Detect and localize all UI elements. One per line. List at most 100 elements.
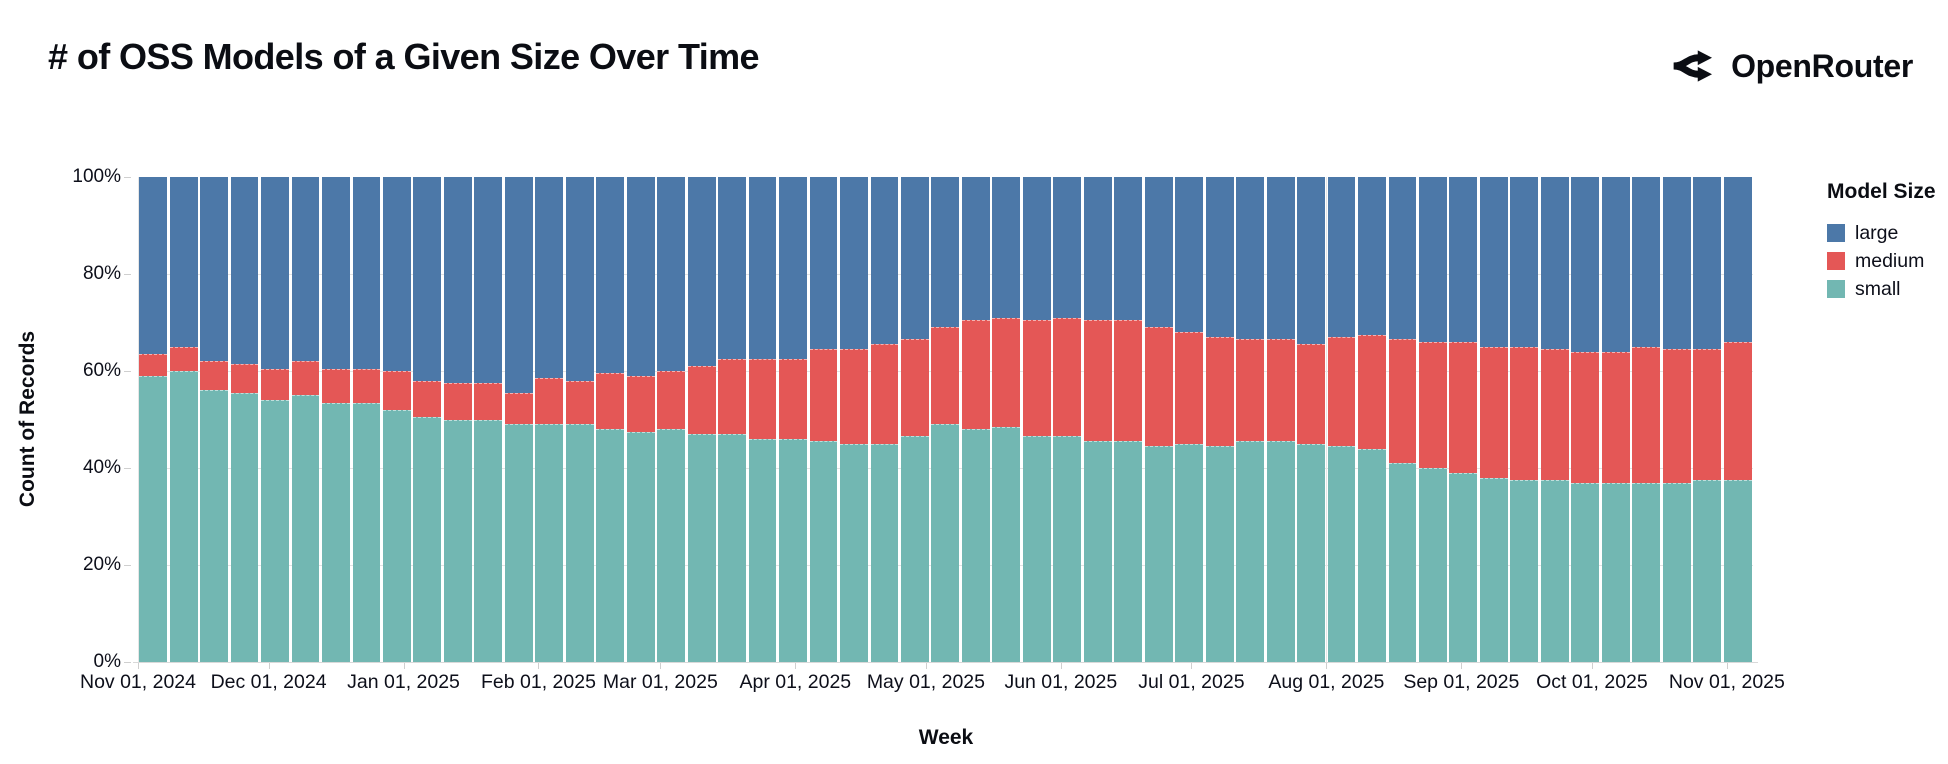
stacked-bar: [992, 177, 1021, 662]
bar-segment-medium: [840, 349, 868, 444]
bar-segment-large: [535, 177, 564, 379]
bar-segment-small: [961, 429, 990, 662]
bar-segment-small: [1723, 480, 1752, 662]
y-tick-label: 60%: [82, 360, 121, 381]
bar-segment-large: [931, 177, 960, 328]
bar-segment-small: [1540, 480, 1569, 662]
bar-segment-medium: [1449, 341, 1478, 473]
bar-segment-large: [291, 177, 320, 362]
x-axis-tick: [268, 663, 270, 669]
stacked-bar: [900, 177, 929, 662]
x-tick-label: Apr 01, 2025: [739, 671, 852, 693]
stacked-bar: [687, 177, 716, 662]
bar-segment-medium: [565, 380, 594, 425]
bar-segment-small: [443, 419, 472, 662]
x-axis-tick: [660, 663, 662, 669]
stacked-bar: [931, 177, 960, 662]
bar-segment-medium: [261, 368, 289, 401]
bar-segment-small: [535, 424, 564, 662]
bar-segment-small: [870, 443, 899, 662]
bar-segment-medium: [1479, 346, 1508, 478]
bar-segment-large: [200, 177, 228, 362]
bar-segment-large: [1388, 177, 1417, 340]
bar-segment-small: [1297, 443, 1325, 662]
stacked-bar: [748, 177, 777, 662]
x-axis-tick: [538, 663, 540, 669]
bar-segment-medium: [1419, 341, 1447, 468]
x-tick-label: Oct 01, 2025: [1536, 671, 1648, 693]
bar-segment-large: [1358, 177, 1386, 335]
bar-segment-small: [1266, 441, 1295, 662]
bar-segment-small: [657, 429, 686, 662]
bar-segment-medium: [1053, 317, 1082, 437]
bar-segment-small: [291, 395, 320, 662]
y-tick-label: 20%: [82, 554, 121, 575]
stacked-bar: [169, 177, 198, 662]
x-axis-tick: [1461, 663, 1463, 669]
bar-segment-large: [626, 177, 655, 376]
x-tick-label: Nov 01, 2025: [1668, 671, 1785, 693]
bar-segment-medium: [1175, 332, 1204, 444]
bar-segment-medium: [352, 368, 381, 403]
stacked-bar: [1266, 177, 1295, 662]
stacked-bar: [809, 177, 838, 662]
bar-segment-large: [1083, 177, 1112, 321]
bar-segment-small: [1175, 443, 1204, 662]
bar-segment-medium: [504, 392, 533, 425]
legend-item-small: small: [1827, 275, 1936, 303]
bar-segment-small: [1510, 480, 1539, 662]
bar-segment-large: [1571, 177, 1600, 352]
bar-segment-medium: [1571, 351, 1600, 483]
legend-item-medium: medium: [1827, 247, 1936, 275]
stacked-bar: [779, 177, 807, 662]
bar-segment-large: [992, 177, 1021, 318]
bar-segment-medium: [992, 317, 1021, 427]
bar-segment-small: [322, 402, 350, 662]
legend-label: medium: [1855, 249, 1925, 272]
stacked-bar: [1632, 177, 1661, 662]
bar-segment-medium: [779, 358, 807, 439]
stacked-bar: [443, 177, 472, 662]
x-axis-tick: [1326, 663, 1328, 669]
bar-segment-large: [657, 177, 686, 371]
x-tick-label: Jul 01, 2025: [1138, 671, 1245, 693]
legend-label: large: [1855, 221, 1899, 244]
stacked-bar: [1144, 177, 1173, 662]
stacked-bar: [200, 177, 228, 662]
bar-segment-small: [1693, 480, 1722, 662]
y-axis-tick: [124, 565, 131, 566]
bar-segment-small: [200, 390, 228, 662]
bar-segment-medium: [200, 361, 228, 391]
bar-segment-large: [1662, 177, 1691, 350]
y-tick-label: 80%: [82, 263, 121, 284]
bar-segment-large: [840, 177, 868, 350]
y-axis-tick: [124, 468, 131, 469]
bar-segment-small: [139, 375, 168, 662]
bar-segment-small: [1449, 472, 1478, 662]
stacked-bar: [961, 177, 990, 662]
bar-segment-small: [1205, 446, 1234, 662]
bar-segment-medium: [1022, 320, 1051, 437]
bar-segment-medium: [687, 366, 716, 435]
bar-segment-small: [230, 392, 259, 662]
bar-segment-large: [565, 177, 594, 381]
stacked-bar: [840, 177, 868, 662]
bar-segment-medium: [1144, 327, 1173, 447]
brand: OpenRouter: [1670, 42, 1913, 90]
bar-segment-large: [809, 177, 838, 350]
bar-segment-medium: [626, 375, 655, 432]
bar-segment-large: [352, 177, 381, 369]
bar-segment-large: [1144, 177, 1173, 328]
bar-segment-small: [504, 424, 533, 662]
stacked-bar: [1723, 177, 1752, 662]
bar-segment-small: [1601, 482, 1630, 662]
bar-segment-medium: [657, 371, 686, 430]
bar-segment-small: [687, 434, 716, 662]
bar-segment-medium: [1723, 341, 1752, 481]
bar-segment-small: [596, 429, 625, 662]
bar-segment-large: [1327, 177, 1356, 338]
bar-segment-medium: [931, 327, 960, 425]
stacked-bar: [1601, 177, 1630, 662]
bar-segment-medium: [870, 344, 899, 444]
